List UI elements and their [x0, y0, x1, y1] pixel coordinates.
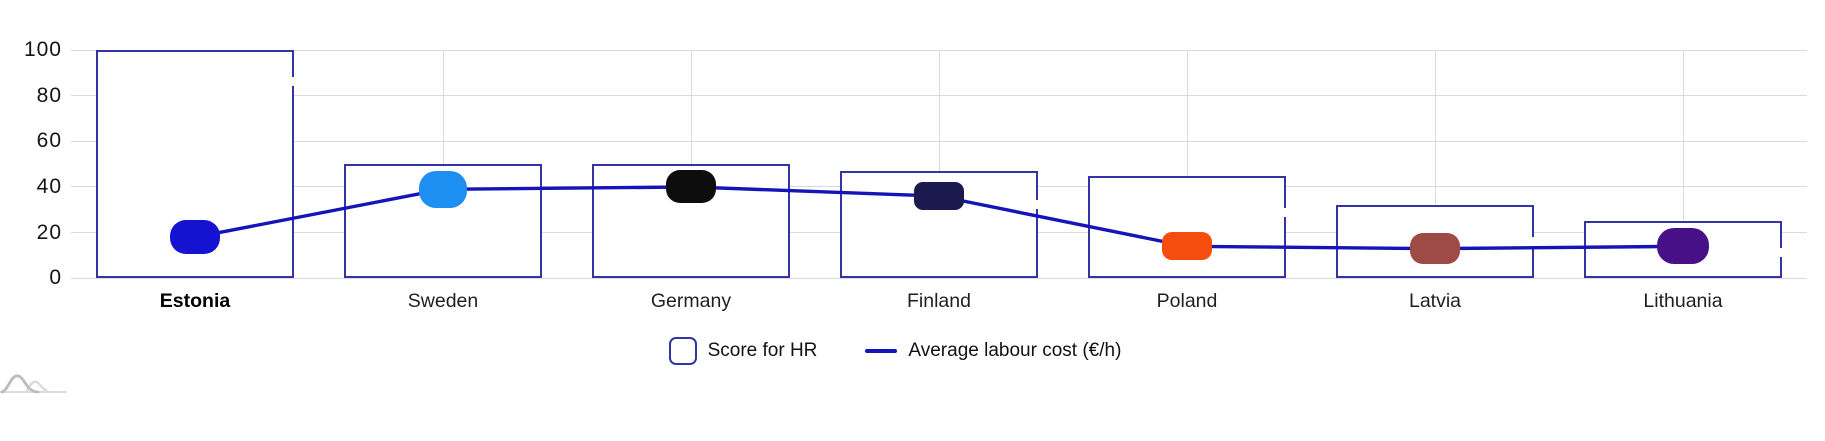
vertical-gridline — [1186, 50, 1188, 279]
marker-lithuania[interactable] — [1657, 228, 1709, 265]
marker-sweden[interactable] — [419, 170, 467, 208]
x-axis-label-estonia[interactable]: Estonia — [159, 290, 231, 312]
x-axis-label-latvia[interactable]: Latvia — [1408, 290, 1462, 312]
x-axis-label-germany[interactable]: Germany — [650, 290, 732, 312]
marker-latvia[interactable] — [1410, 233, 1460, 265]
y-axis-tick-label: 60 — [36, 129, 62, 153]
marker-finland[interactable] — [914, 182, 964, 211]
y-axis-tick-label: 100 — [23, 38, 62, 61]
bar-stroke-gap — [1035, 199, 1039, 209]
bar-stroke-gap — [291, 77, 295, 87]
legend-item-score-for-hr[interactable]: Score for HR — [668, 337, 818, 365]
y-axis-tick-label: 80 — [36, 83, 62, 107]
x-axis-label-finland[interactable]: Finland — [907, 290, 971, 312]
x-axis-label-lithuania[interactable]: Lithuania — [1643, 290, 1723, 312]
x-axis-label-sweden[interactable]: Sweden — [407, 290, 479, 312]
vertical-gridline — [1434, 50, 1436, 279]
amcharts-logo-icon[interactable] — [0, 370, 68, 398]
bar-stroke-gap — [1531, 237, 1535, 247]
legend: Score for HR Average labour cost (€/h) — [0, 337, 1790, 365]
marker-poland[interactable] — [1162, 232, 1212, 261]
x-axis-label-poland[interactable]: Poland — [1156, 290, 1218, 312]
line-swatch-icon — [865, 349, 898, 353]
horizontal-gridline — [71, 277, 1807, 279]
bar-poland[interactable] — [1088, 175, 1286, 279]
legend-label-score-for-hr: Score for HR — [707, 340, 818, 361]
marker-estonia[interactable] — [170, 220, 220, 255]
marker-germany[interactable] — [666, 170, 716, 204]
bar-swatch-icon — [668, 337, 697, 365]
vertical-gridline — [1682, 50, 1684, 279]
bar-stroke-gap — [1779, 248, 1783, 258]
y-axis-tick-label: 0 — [49, 266, 62, 290]
y-axis-tick-label: 40 — [36, 174, 62, 198]
vertical-gridline — [938, 50, 940, 279]
y-axis-tick-label: 20 — [36, 220, 62, 244]
legend-label-average-labour-cost: Average labour cost (€/h) — [908, 340, 1122, 361]
bar-stroke-gap — [1283, 208, 1287, 218]
legend-item-average-labour-cost[interactable]: Average labour cost (€/h) — [865, 340, 1121, 362]
